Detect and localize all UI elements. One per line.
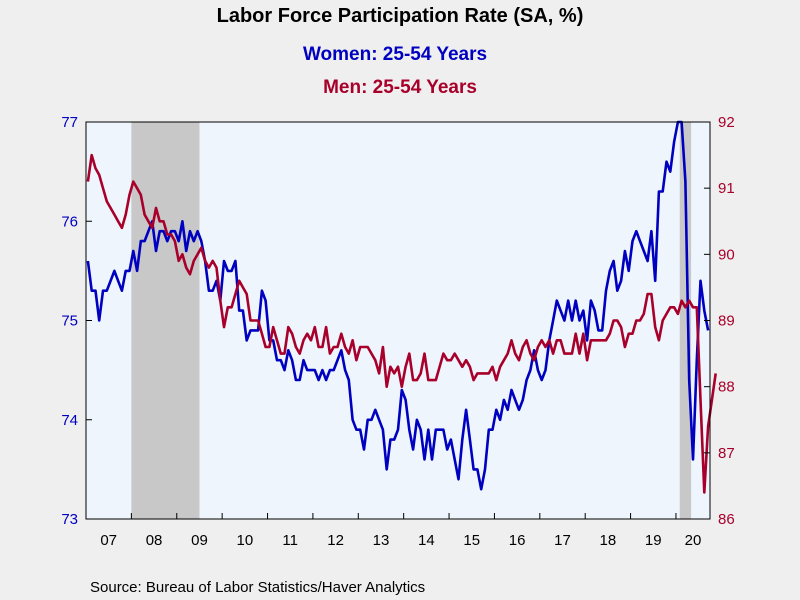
x-tick-label: 15 [463, 532, 480, 549]
right-tick-label: 88 [718, 379, 735, 396]
source-note: Source: Bureau of Labor Statistics/Haver… [90, 579, 425, 596]
legend-men: Men: 25-54 Years [323, 77, 477, 98]
left-axis: 73 74 75 76 77 [61, 114, 92, 528]
right-tick-label: 86 [718, 511, 735, 528]
x-tick-label: 13 [373, 532, 390, 549]
left-tick-label: 73 [61, 511, 78, 528]
chart-title: Labor Force Participation Rate (SA, %) [217, 5, 584, 27]
plot-area [85, 120, 717, 520]
x-tick-label: 09 [191, 532, 208, 549]
x-tick-label: 08 [146, 532, 163, 549]
x-tick-label: 17 [554, 532, 571, 549]
left-tick-label: 74 [61, 412, 78, 429]
left-tick-label: 75 [61, 313, 78, 330]
x-tick-label: 14 [418, 532, 435, 549]
x-tick-label: 18 [600, 532, 617, 549]
x-tick-label: 12 [327, 532, 344, 549]
x-tick-label: 11 [282, 532, 298, 549]
x-tick-label: 07 [100, 532, 117, 549]
x-tick-label: 19 [645, 532, 662, 549]
series-lines [86, 120, 717, 494]
right-tick-label: 92 [718, 114, 735, 131]
left-tick-label: 76 [61, 213, 78, 230]
right-axis: 86 87 88 89 90 91 92 [704, 114, 735, 528]
right-tick-label: 90 [718, 246, 735, 263]
x-axis: 07 08 09 10 11 12 13 14 15 16 17 18 19 20 [100, 513, 701, 549]
right-tick-label: 89 [718, 313, 735, 330]
recession-band-0 [131, 122, 200, 519]
x-tick-label: 16 [509, 532, 526, 549]
x-tick-label: 10 [236, 532, 253, 549]
right-tick-label: 87 [718, 445, 735, 462]
recession-bands [131, 122, 692, 519]
right-tick-label: 91 [718, 180, 735, 197]
series-line-women [86, 120, 710, 491]
series-line-men [86, 153, 717, 494]
legend-women: Women: 25-54 Years [303, 44, 487, 65]
recession-band-1 [679, 122, 692, 519]
x-tick-label: 20 [685, 532, 702, 549]
left-tick-label: 77 [61, 114, 78, 131]
